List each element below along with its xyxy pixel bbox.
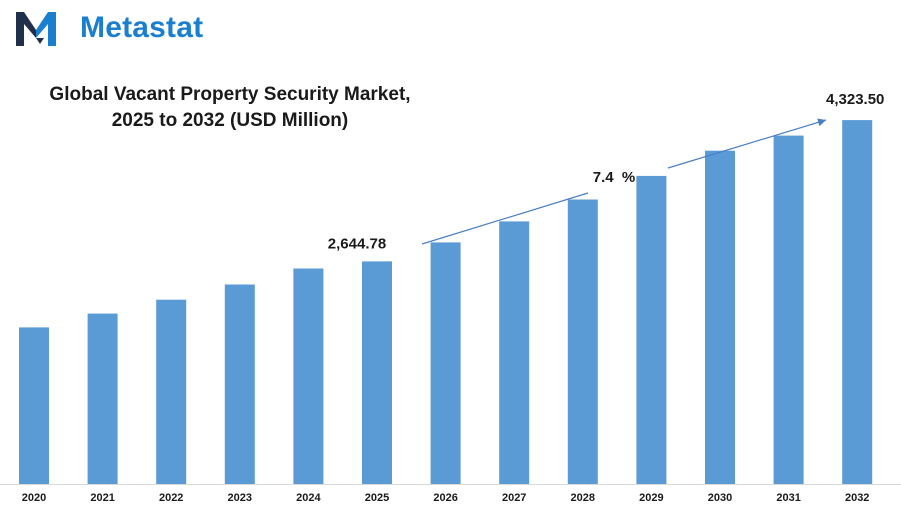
x-tick-label-2031: 2031	[776, 492, 800, 504]
bar-2030	[705, 150, 735, 484]
bar-2032	[842, 120, 873, 484]
bar-2028	[567, 199, 598, 484]
x-tick-label-2025: 2025	[365, 492, 389, 504]
x-tick-label-2020: 2020	[22, 492, 46, 504]
bar-2022	[156, 299, 187, 484]
bar-2024	[293, 268, 324, 484]
chart-title-line-1: Global Vacant Property Security Market,	[49, 84, 411, 105]
cagr-arrow-line	[421, 192, 589, 245]
bar-2031	[773, 135, 804, 484]
cagr-arrow-line-2	[667, 119, 827, 169]
bar-2025	[362, 261, 392, 484]
x-tick-label-2029: 2029	[639, 492, 663, 504]
x-tick-label-2021: 2021	[90, 492, 114, 504]
x-tick-label-2024: 2024	[296, 492, 321, 504]
cagr-arrowhead	[817, 118, 826, 127]
m-logo-icon	[16, 12, 56, 46]
brand-logo: Metastat	[14, 8, 203, 48]
brand-name: Metastat	[80, 11, 204, 44]
x-tick-label-2023: 2023	[228, 492, 252, 504]
bar-2027	[499, 221, 530, 484]
x-tick-label-2028: 2028	[571, 492, 595, 504]
data-label-2025: 2,644.78	[328, 235, 386, 252]
chart-title-line-2: 2025 to 2032 (USD Million)	[111, 110, 349, 131]
x-tick-label-2030: 2030	[708, 492, 732, 504]
bar-2029	[636, 175, 667, 484]
bar-2021	[87, 313, 118, 484]
x-tick-label-2032: 2032	[845, 492, 869, 504]
bar-2020	[19, 327, 49, 484]
bar-2023	[224, 284, 255, 484]
chart-title: Global Vacant Property Security Market, …	[20, 82, 440, 134]
bar-2026	[430, 242, 461, 484]
cagr-annotation-label: 7.4 %	[593, 169, 636, 186]
x-tick-label-2022: 2022	[159, 492, 183, 504]
x-tick-label-2026: 2026	[433, 492, 457, 504]
data-label-2032: 4,323.50	[826, 91, 884, 108]
x-tick-label-2027: 2027	[502, 492, 526, 504]
